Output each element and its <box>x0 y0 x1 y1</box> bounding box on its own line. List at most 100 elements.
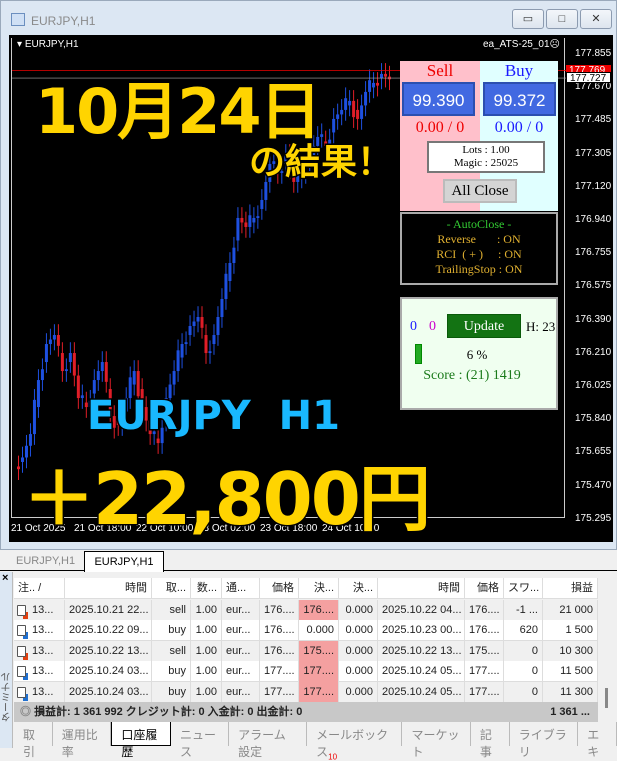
mail-badge: 10 <box>328 752 338 761</box>
sell-button[interactable]: 99.390 <box>402 82 475 116</box>
column-header[interactable]: 数... <box>191 578 222 599</box>
candle-body <box>32 399 36 435</box>
candle-body <box>344 98 348 110</box>
scrollbar-thumb[interactable] <box>605 688 608 708</box>
candle-body <box>92 380 96 394</box>
autoclose-reverse: Reverse : ON <box>437 232 521 246</box>
candle-body <box>196 317 200 322</box>
table-row[interactable]: 13... 2025.10.24 03... buy 1.00 eur... 177...… <box>14 661 598 683</box>
price-chart[interactable]: ▾ EURJPY,H1 ea_ATS-25_01☹ 177.855 177.670… <box>9 35 613 543</box>
terminal-tab[interactable]: ライブラリ <box>510 722 579 759</box>
table-row[interactable]: 13... 2025.10.22 09... buy 1.00 eur... 176...… <box>14 620 598 642</box>
candle-body <box>160 427 164 444</box>
table-cell: 177.... <box>465 681 504 703</box>
table-cell: 176.... <box>260 640 299 662</box>
candle-body <box>308 154 312 164</box>
column-header[interactable]: 取... <box>152 578 191 599</box>
terminal-tab[interactable]: 口座履歴 <box>111 722 171 759</box>
table-cell: 13... <box>14 661 65 683</box>
terminal-tab[interactable]: マーケット <box>402 722 471 759</box>
table-cell: eur... <box>222 620 260 642</box>
table-cell: 0.000 <box>339 620 378 642</box>
ea-label: ea_ATS-25_01☹ <box>483 39 560 50</box>
candle-body <box>220 299 224 318</box>
price-tick-label: 176.210 <box>575 346 612 358</box>
terminal-tab[interactable]: メールボックス10 <box>307 722 403 761</box>
price-tick-label: 176.755 <box>575 247 612 259</box>
candle-body <box>252 217 256 223</box>
all-close-button[interactable]: All Close <box>443 179 517 203</box>
sell-label: Sell <box>426 61 454 80</box>
table-cell: sell <box>152 600 191 621</box>
table-cell: 13... <box>14 600 65 621</box>
candle-body <box>100 362 104 372</box>
table-cell: eur... <box>222 681 260 703</box>
candle-body <box>236 217 240 241</box>
column-header[interactable]: 価格 <box>465 578 504 599</box>
candle-body <box>332 118 336 133</box>
column-header[interactable]: 時間 <box>378 578 465 599</box>
overlay-result: の結果！ <box>247 141 394 185</box>
candle-body <box>216 317 220 336</box>
close-button[interactable]: ✕ <box>580 9 612 29</box>
terminal-tab[interactable]: 記事 <box>471 722 510 759</box>
table-cell: 176.... <box>299 600 339 621</box>
bid-price-tag: 177.769 <box>566 65 611 76</box>
candle-body <box>304 171 308 173</box>
chart-tab-1[interactable]: EURJPY,H1 <box>16 555 76 567</box>
table-scrollbar[interactable] <box>601 578 615 721</box>
candle-body <box>56 335 60 346</box>
symbol-text: EURJPY,H1 <box>24 39 79 50</box>
candle-body <box>140 389 144 408</box>
table-cell: 13... <box>14 681 65 703</box>
column-header[interactable]: 価格 <box>260 578 299 599</box>
terminal-tab[interactable]: アラーム設定 <box>229 722 308 759</box>
column-header[interactable]: 決... <box>339 578 378 599</box>
candle-body <box>116 420 120 426</box>
table-row[interactable]: 13... 2025.10.24 03... buy 1.00 eur... 177...… <box>14 681 598 703</box>
buy-label: Buy <box>504 61 534 80</box>
candle-body <box>76 375 80 399</box>
candle-body <box>300 172 304 178</box>
candle-body <box>232 247 236 263</box>
count-magenta: 0 <box>429 319 436 334</box>
terminal-close-icon[interactable]: × <box>2 572 9 584</box>
column-header[interactable]: 注.. / <box>14 578 65 599</box>
terminal-tab[interactable]: エキ <box>578 722 617 759</box>
column-header[interactable]: 決... <box>299 578 339 599</box>
price-tick-label: 176.390 <box>575 313 612 325</box>
table-cell: 0 <box>504 640 543 662</box>
update-button[interactable]: Update <box>447 314 521 338</box>
tab-label: 取引 <box>23 728 36 759</box>
candle-body <box>360 105 364 119</box>
terminal-tab[interactable]: 取引 <box>14 722 53 759</box>
candle-body <box>268 163 272 182</box>
column-header[interactable]: 損益 <box>543 578 598 599</box>
autoclose-rci: RCI ( + ) : ON <box>436 247 522 261</box>
minimize-button[interactable]: ▭ <box>512 9 544 29</box>
candle-body <box>28 434 32 446</box>
table-cell: 0.000 <box>339 681 378 703</box>
price-tick-label: 177.855 <box>575 48 612 59</box>
table-row[interactable]: 13... 2025.10.21 22... sell 1.00 eur... 176..… <box>14 600 598 621</box>
candle-body <box>228 262 232 281</box>
candle-body <box>376 82 380 86</box>
column-header[interactable]: 時間 <box>65 578 152 599</box>
table-cell: -1 ... <box>504 600 543 621</box>
terminal-tab[interactable]: ニュース <box>171 722 230 759</box>
autoclose-panel: - AutoClose - Reverse : ON RCI ( + ) : O… <box>400 212 558 285</box>
terminal-tab[interactable]: 運用比率 <box>53 722 112 759</box>
chart-tab-2[interactable]: EURJPY,H1 <box>84 551 164 572</box>
maximize-button[interactable]: □ <box>546 9 578 29</box>
hour-label: H: 23 <box>526 319 556 334</box>
candle-body <box>36 380 40 408</box>
candle-body <box>72 353 76 376</box>
buy-button[interactable]: 99.372 <box>483 82 556 116</box>
candle-body <box>380 73 384 79</box>
column-header[interactable]: 通... <box>222 578 260 599</box>
column-header[interactable]: スワ... <box>504 578 543 599</box>
table-cell: 1.00 <box>191 640 222 662</box>
table-cell: 176.... <box>260 620 299 642</box>
table-row[interactable]: 13... 2025.10.22 13... sell 1.00 eur... 176..… <box>14 640 598 662</box>
update-panel: 0 0 Update H: 23 6 % Score : (21) 1419 <box>400 297 558 410</box>
